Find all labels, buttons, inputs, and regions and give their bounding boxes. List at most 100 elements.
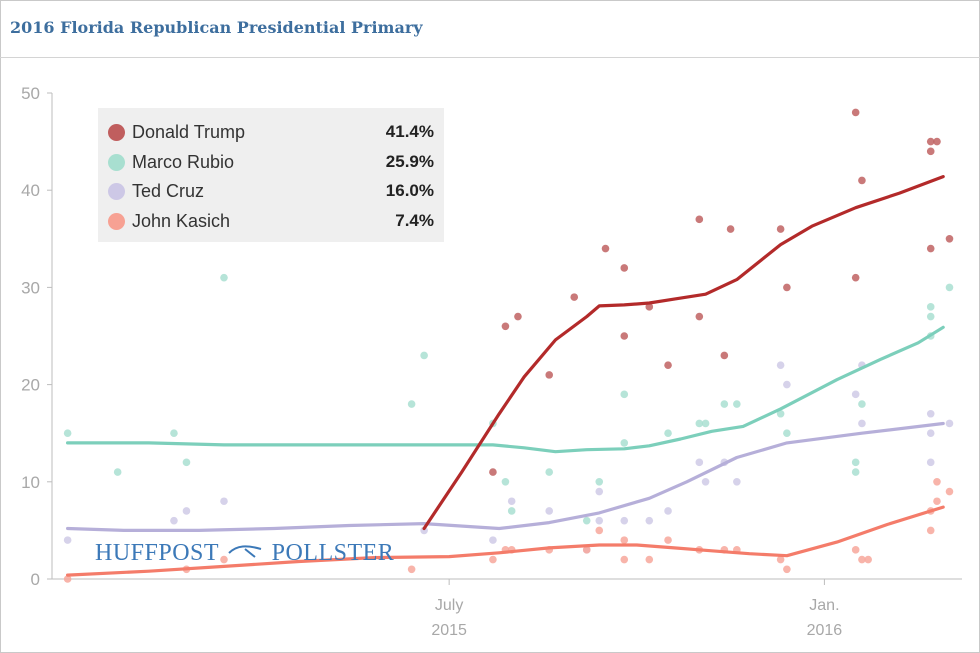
poll-dot-cruz	[858, 419, 866, 428]
poll-dot-rubio	[926, 303, 935, 311]
poll-dot-kasich	[945, 487, 954, 496]
poll-dot-kasich	[783, 565, 791, 574]
poll-dot-kasich	[926, 526, 935, 535]
poll-dot-rubio	[182, 458, 191, 467]
legend: Donald Trump 41.4% Marco Rubio 25.9% Ted…	[98, 108, 444, 242]
x-tick-label-month: Jan.	[809, 597, 839, 614]
poll-dot-cruz	[595, 487, 604, 496]
poll-dot-rubio	[582, 516, 591, 525]
poll-dot-rubio	[851, 468, 860, 476]
legend-label-kasich: John Kasich	[132, 210, 231, 231]
poll-dot-kasich	[664, 536, 672, 544]
poll-dot-trump	[926, 244, 935, 253]
poll-dot-cruz	[783, 380, 791, 389]
legend-item-kasich[interactable]: John Kasich 7.4%	[108, 209, 434, 233]
poll-dot-rubio	[420, 351, 428, 360]
title-divider	[0, 57, 980, 58]
poll-dot-kasich	[776, 555, 785, 564]
poll-dot-kasich	[63, 575, 72, 583]
legend-swatch-kasich	[108, 212, 125, 230]
poll-dot-cruz	[620, 516, 629, 525]
poll-dot-trump	[620, 264, 629, 272]
page-title: 2016 Florida Republican Presidential Pri…	[10, 18, 423, 37]
poll-dot-cruz	[420, 526, 428, 535]
poll-dot-cruz	[595, 516, 604, 525]
poll-dot-trump	[620, 332, 629, 340]
trend-line-trump	[422, 175, 945, 531]
poll-dot-cruz	[701, 478, 710, 486]
y-tick-label: 30	[21, 278, 40, 297]
legend-label-rubio: Marco Rubio	[132, 151, 235, 172]
poll-dot-cruz	[489, 536, 497, 544]
poll-dot-rubio	[113, 468, 122, 476]
poll-dot-rubio	[733, 400, 741, 408]
poll-dot-rubio	[776, 409, 785, 418]
poll-dot-cruz	[645, 516, 654, 525]
poll-dot-rubio	[595, 478, 604, 486]
poll-dot-trump	[545, 371, 554, 379]
poll-dot-kasich	[933, 497, 941, 506]
poll-dot-cruz	[733, 478, 741, 486]
poll-dot-trump	[926, 147, 935, 156]
y-tick-label: 10	[21, 473, 40, 492]
poll-dot-kasich	[858, 555, 866, 564]
trend-line-rubio	[66, 325, 945, 454]
poll-dot-cruz	[695, 458, 704, 467]
poll-dot-rubio	[720, 400, 729, 408]
poll-dot-rubio	[858, 400, 866, 408]
pollster-watermark: HUFFPOST POLLSTER	[95, 540, 394, 568]
poll-dot-trump	[851, 273, 860, 282]
x-tick-label-month: July	[435, 597, 463, 614]
poll-dot-rubio	[407, 400, 416, 408]
poll-dot-trump	[489, 468, 497, 476]
legend-swatch-rubio	[108, 153, 125, 171]
x-tick-label-year: 2015	[431, 622, 467, 639]
legend-item-cruz[interactable]: Ted Cruz 16.0%	[108, 179, 434, 203]
poll-dot-kasich	[645, 555, 654, 564]
poll-dot-kasich	[864, 555, 872, 564]
legend-item-rubio[interactable]: Marco Rubio 25.9%	[108, 150, 434, 174]
poll-dot-cruz	[945, 419, 954, 428]
y-tick-label: 50	[21, 84, 40, 103]
poll-dot-trump	[601, 244, 610, 253]
watermark-left: HUFFPOST	[95, 540, 219, 566]
poll-dot-cruz	[926, 429, 935, 438]
poll-dot-cruz	[507, 497, 516, 506]
poll-dot-trump	[664, 361, 672, 369]
legend-value-trump: 41.4%	[385, 122, 434, 141]
poll-dot-rubio	[545, 468, 554, 476]
poll-dot-rubio	[63, 429, 72, 438]
legend-value-kasich: 7.4%	[395, 211, 434, 230]
legend-item-trump[interactable]: Donald Trump 41.4%	[108, 120, 434, 144]
poll-dot-cruz	[851, 390, 860, 399]
legend-value-rubio: 25.9%	[385, 152, 434, 171]
trend-line-cruz	[66, 421, 945, 532]
poll-dot-kasich	[489, 555, 497, 564]
poll-dot-kasich	[620, 536, 629, 544]
poll-dot-rubio	[701, 419, 710, 428]
poll-dot-rubio	[664, 429, 672, 438]
poll-dot-rubio	[851, 458, 860, 467]
poll-dot-trump	[501, 322, 510, 331]
poll-dot-kasich	[220, 555, 228, 564]
poll-dot-cruz	[170, 516, 178, 525]
poll-dot-trump	[645, 303, 654, 311]
watermark-right: POLLSTER	[271, 540, 395, 566]
poll-dot-cruz	[63, 536, 72, 544]
poll-dot-trump	[851, 108, 860, 117]
poll-dot-rubio	[170, 429, 178, 438]
poll-dot-trump	[695, 215, 704, 224]
poll-dot-rubio	[926, 312, 935, 321]
poll-dot-trump	[720, 351, 729, 360]
legend-swatch-trump	[108, 123, 125, 141]
poll-dot-kasich	[851, 546, 860, 554]
legend-label-trump: Donald Trump	[132, 121, 246, 142]
poll-dot-cruz	[776, 361, 785, 369]
poll-dot-rubio	[501, 478, 510, 486]
poll-dot-trump	[695, 312, 704, 321]
y-tick-label: 40	[21, 181, 40, 200]
y-tick-label: 20	[21, 376, 40, 395]
poll-dot-kasich	[595, 526, 604, 535]
poll-dot-trump	[776, 225, 785, 233]
poll-dot-cruz	[545, 507, 554, 515]
